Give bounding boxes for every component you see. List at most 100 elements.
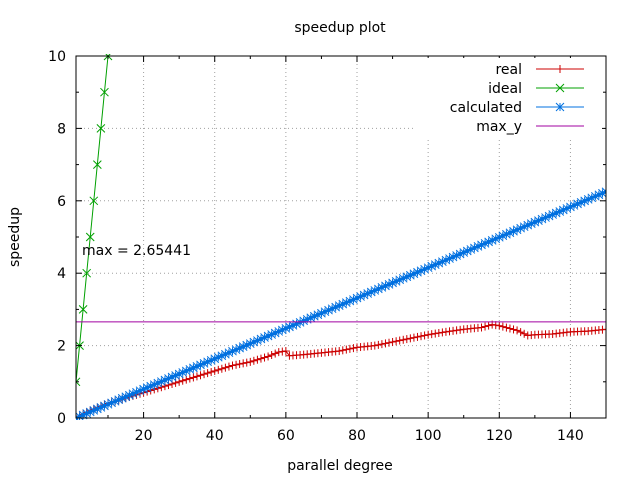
data-point-real — [509, 325, 518, 334]
series-layer — [76, 54, 606, 420]
data-point-ideal — [85, 232, 95, 242]
data-point-real — [381, 339, 390, 348]
series-line-calculated — [76, 191, 606, 419]
data-point-real — [221, 363, 230, 372]
data-point-real — [203, 369, 212, 378]
y-tick-label: 0 — [57, 411, 66, 427]
data-point-real — [274, 348, 283, 357]
data-point-real — [232, 360, 241, 369]
y-tick-label: 10 — [48, 49, 66, 65]
legend-marker-real — [556, 65, 564, 73]
data-point-real — [256, 354, 265, 363]
legend-label-ideal: ideal — [488, 81, 522, 97]
data-point-real — [520, 329, 529, 338]
data-point-real — [399, 335, 408, 344]
data-point-calculated — [601, 187, 606, 197]
series-calculated — [76, 187, 606, 420]
y-tick-label: 6 — [57, 194, 66, 210]
data-point-real — [278, 347, 287, 356]
x-tick-label: 40 — [206, 428, 224, 444]
data-point-real — [602, 325, 606, 334]
data-point-ideal — [82, 268, 92, 278]
data-point-real — [217, 364, 226, 373]
data-point-real — [349, 344, 358, 353]
data-point-ideal — [89, 196, 99, 206]
y-axis-label: speedup — [7, 207, 23, 267]
max-annotation: max = 2.65441 — [82, 243, 191, 259]
legend-label-calculated: calculated — [450, 100, 522, 116]
data-point-real — [402, 335, 411, 344]
chart-title: speedup plot — [294, 20, 386, 36]
series-line-ideal — [76, 55, 109, 382]
data-point-real — [481, 322, 490, 331]
data-point-real — [516, 328, 525, 337]
data-point-real — [239, 359, 248, 368]
data-point-real — [271, 349, 280, 358]
data-point-real — [246, 357, 255, 366]
x-axis-label: parallel degree — [287, 458, 393, 474]
axis-ticks: 20 40 60 80 100 120 140 0 2 4 6 8 10 — [48, 49, 607, 444]
legend-marker-calculated — [555, 102, 565, 112]
data-point-real — [434, 329, 443, 338]
legend-label-real: real — [495, 62, 522, 78]
data-point-real — [417, 332, 426, 341]
data-point-real — [214, 365, 223, 374]
data-point-real — [431, 329, 440, 338]
data-point-real — [253, 355, 262, 364]
data-point-real — [342, 345, 351, 354]
data-point-real — [395, 336, 404, 345]
data-point-ideal — [100, 87, 109, 97]
data-point-real — [370, 341, 379, 350]
data-point-real — [228, 361, 237, 370]
data-point-real — [200, 370, 209, 379]
x-tick-label: 60 — [277, 428, 295, 444]
data-point-real — [502, 323, 511, 332]
legend: real ideal calculated max_y — [414, 58, 602, 140]
x-tick-label: 140 — [557, 428, 584, 444]
data-point-real — [420, 331, 429, 340]
data-point-real — [452, 326, 461, 335]
data-point-real — [192, 372, 201, 381]
data-point-real — [438, 328, 447, 337]
data-point-real — [235, 360, 244, 369]
series-ideal — [76, 54, 113, 387]
data-point-real — [445, 327, 454, 336]
data-point-real — [335, 347, 344, 356]
data-point-real — [185, 374, 194, 383]
data-point-real — [505, 324, 514, 333]
data-point-real — [196, 371, 205, 380]
data-point-real — [413, 332, 422, 341]
data-point-ideal — [96, 124, 106, 133]
data-point-ideal — [76, 377, 81, 387]
data-point-real — [377, 340, 386, 349]
series-line-real — [76, 324, 606, 419]
x-tick-label: 80 — [348, 428, 366, 444]
series-real — [76, 320, 606, 420]
data-point-real — [264, 352, 273, 361]
data-point-real — [484, 321, 493, 330]
x-tick-label: 20 — [135, 428, 153, 444]
data-point-real — [388, 337, 397, 346]
data-point-real — [224, 362, 233, 371]
data-point-real — [456, 325, 465, 334]
data-point-real — [260, 353, 269, 362]
x-tick-label: 100 — [415, 428, 442, 444]
data-point-real — [242, 358, 251, 367]
data-point-real — [249, 356, 258, 365]
data-point-real — [338, 346, 347, 355]
data-point-real — [427, 330, 436, 339]
data-point-real — [182, 375, 191, 384]
data-point-real — [374, 340, 383, 349]
data-point-real — [495, 321, 504, 330]
x-tick-label: 120 — [486, 428, 513, 444]
y-tick-label: 4 — [57, 266, 66, 282]
data-point-real — [392, 337, 401, 346]
data-point-real — [281, 347, 290, 356]
data-point-real — [168, 379, 177, 388]
data-point-real — [210, 366, 219, 375]
legend-label-max-y: max_y — [476, 119, 522, 135]
data-point-real — [449, 326, 458, 335]
data-point-ideal — [92, 160, 102, 169]
data-point-ideal — [78, 305, 88, 314]
